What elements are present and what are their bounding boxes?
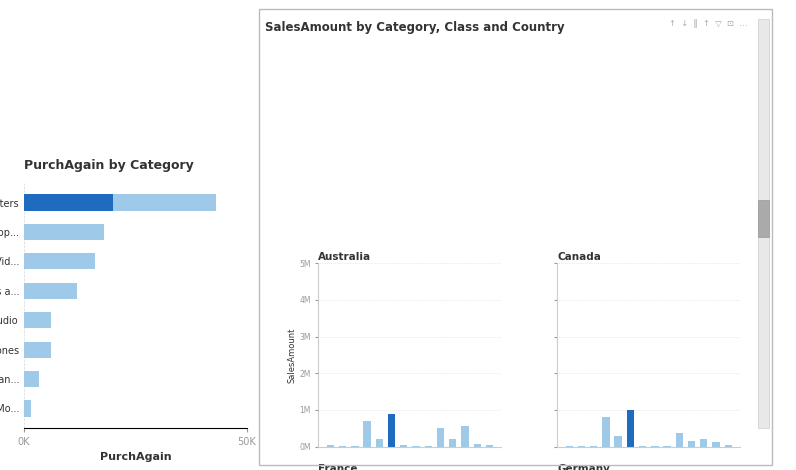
Bar: [24, 195, 216, 211]
Y-axis label: SalesAmount: SalesAmount: [287, 327, 296, 383]
Text: France: France: [318, 464, 358, 470]
Bar: [676, 432, 683, 446]
Bar: [615, 436, 622, 446]
Bar: [486, 445, 494, 446]
Bar: [24, 312, 51, 329]
Bar: [24, 371, 40, 387]
Bar: [626, 410, 634, 446]
Bar: [24, 195, 113, 211]
Bar: [712, 442, 720, 446]
Bar: [462, 426, 469, 446]
Bar: [474, 444, 481, 446]
Bar: [376, 439, 383, 446]
Bar: [603, 417, 610, 446]
Bar: [437, 428, 444, 446]
Bar: [24, 342, 51, 358]
Text: PurchAgain by Category: PurchAgain by Category: [24, 158, 193, 172]
Bar: [388, 414, 396, 446]
Bar: [700, 439, 708, 446]
Bar: [688, 441, 695, 446]
Bar: [24, 282, 77, 299]
Bar: [364, 421, 371, 446]
Text: SalesAmount by Category, Class and Country: SalesAmount by Category, Class and Count…: [265, 21, 564, 34]
Bar: [24, 224, 104, 240]
Text: Australia: Australia: [318, 252, 372, 262]
X-axis label: PurchAgain: PurchAgain: [100, 452, 171, 462]
Text: Canada: Canada: [557, 252, 601, 262]
Text: ↑  ↓  ‖  ↑  ▽  ⊡  …: ↑ ↓ ‖ ↑ ▽ ⊡ …: [669, 19, 747, 28]
Text: Germany: Germany: [557, 464, 610, 470]
Bar: [449, 439, 456, 446]
Bar: [24, 253, 96, 269]
Bar: [24, 400, 30, 416]
